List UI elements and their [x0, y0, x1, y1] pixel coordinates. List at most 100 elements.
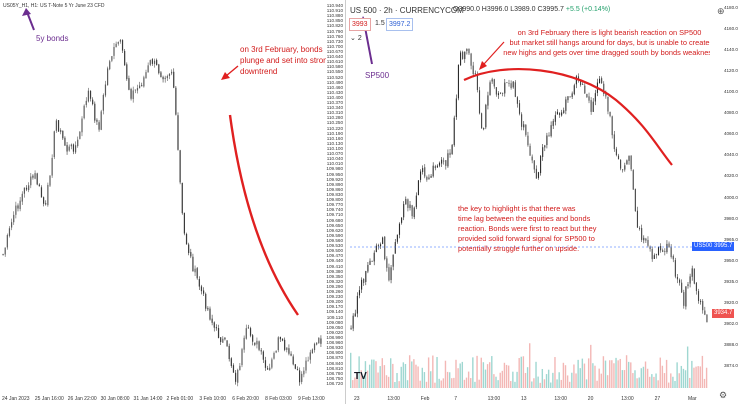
candle [563, 107, 565, 114]
candle [394, 238, 396, 254]
add-alert-icon[interactable]: ⊕ [717, 6, 725, 16]
volume-bar [703, 378, 706, 388]
volume-bar [632, 373, 634, 388]
candle [681, 279, 683, 294]
volume-bar [524, 372, 527, 388]
volume-bar [385, 375, 388, 388]
candle [121, 39, 124, 53]
candle [92, 97, 94, 106]
sell-button[interactable]: 3993 [349, 18, 371, 31]
volume-bar [657, 380, 659, 388]
left-time-axis[interactable]: 24 Jan 2023 25 Jan 16:00 26 Jan 22:00 30 Ja… [0, 392, 326, 404]
right-price-chart[interactable] [346, 0, 740, 404]
right-chart-panel[interactable]: US 500 · 2h · CURRENCYCOM O3990.0 H3996.… [346, 0, 740, 404]
candle [40, 185, 43, 198]
volume-bar [579, 368, 581, 388]
candle [350, 325, 352, 330]
volume-bar [377, 372, 379, 388]
volume-bar [653, 376, 655, 388]
symbol-title[interactable]: US 500 · 2h · CURRENCYCOM [350, 6, 464, 15]
buy-button[interactable]: 3997.2 [386, 18, 414, 31]
volume-bar [585, 379, 588, 388]
volume-bar [480, 357, 482, 388]
volume-bar [674, 380, 676, 388]
candle [275, 350, 277, 354]
price-tick-label: 3920.0 [723, 299, 738, 305]
price-tick-label: 108.750 [326, 375, 343, 381]
layers-toggle[interactable]: ⌄ 2 [350, 34, 362, 42]
price-tick-label: 110.610 [326, 59, 343, 65]
candle [704, 306, 706, 316]
volume-bar [560, 379, 562, 388]
volume-bar [529, 343, 531, 388]
volume-bar [665, 359, 668, 388]
candle [419, 169, 422, 183]
price-tick-label: 108.960 [326, 340, 343, 346]
candle [676, 274, 679, 284]
candle [183, 212, 185, 236]
price-tick-label: 4160.0 [723, 26, 738, 32]
candle [68, 144, 70, 152]
candle [691, 265, 693, 281]
right-price-axis[interactable]: 4180.0 4160.0 4140.0 4120.0 4100.0 4080.0 4060… [710, 0, 740, 392]
volume-bar [533, 378, 535, 388]
candle [115, 41, 117, 48]
volume-bar [406, 380, 409, 388]
volume-bar [604, 360, 607, 388]
price-tick-label: 109.800 [326, 197, 343, 203]
candle [632, 169, 634, 190]
candle [94, 101, 96, 123]
price-tick-label: 110.670 [326, 48, 343, 54]
candle [531, 154, 533, 164]
candle [502, 92, 504, 97]
candle [309, 349, 311, 364]
tradingview-logo[interactable]: TV [354, 371, 367, 382]
price-tick-label: 110.940 [326, 3, 343, 8]
candle [134, 89, 136, 94]
price-tick-label: 109.380 [326, 268, 343, 274]
volume-bar [609, 360, 611, 388]
candle [417, 180, 419, 196]
candle [57, 120, 60, 132]
volume-bar [510, 381, 512, 388]
candle [546, 132, 548, 149]
volume-bar [444, 360, 447, 388]
candle [639, 226, 641, 231]
volume-bar [448, 372, 451, 388]
candle [432, 162, 434, 178]
candle [126, 62, 128, 81]
settings-gear-icon[interactable]: ⚙ [719, 390, 728, 400]
candle [124, 48, 126, 66]
current-price-tag: 3995.7 [712, 242, 735, 251]
candle [143, 75, 145, 88]
candle [689, 273, 691, 288]
candle [318, 337, 320, 344]
left-price-chart[interactable] [0, 0, 345, 404]
left-price-axis[interactable]: 110.940 110.910 110.880 110.850 110.820 110.7… [326, 0, 345, 392]
candle [603, 81, 605, 97]
candle [628, 155, 630, 165]
time-tick-label: 25 Jan 16:00 [34, 396, 64, 402]
volume-bars [350, 343, 708, 388]
candle [200, 284, 203, 295]
candle [215, 324, 217, 331]
candle [113, 43, 115, 60]
candle [6, 233, 8, 250]
left-chart-panel[interactable]: US05Y_H1, H1: US T-Note 5 Yr June 23 CFD… [0, 0, 346, 404]
candle [365, 270, 367, 286]
candle [194, 265, 196, 276]
candle [160, 71, 162, 78]
right-time-axis[interactable]: 23 13:00 Feb 7 13:00 13 13:00 20 13:00 27 Mar [346, 392, 710, 404]
volume-bar [381, 358, 383, 388]
candle [672, 254, 674, 263]
candle [552, 118, 554, 130]
ohlc-readout: O3990.0 H3996.0 L3989.0 C3995.7 +5.5 (+0… [453, 6, 610, 13]
candle [15, 201, 17, 219]
volume-bar [476, 355, 478, 388]
annotation-line: reaction. Bonds were first to react but … [458, 224, 597, 233]
price-tick-label: 110.160 [326, 135, 343, 141]
candle [235, 369, 237, 385]
price-tick-label: 109.080 [326, 319, 343, 325]
volume-bar [550, 382, 552, 388]
volume-bar [535, 361, 537, 388]
